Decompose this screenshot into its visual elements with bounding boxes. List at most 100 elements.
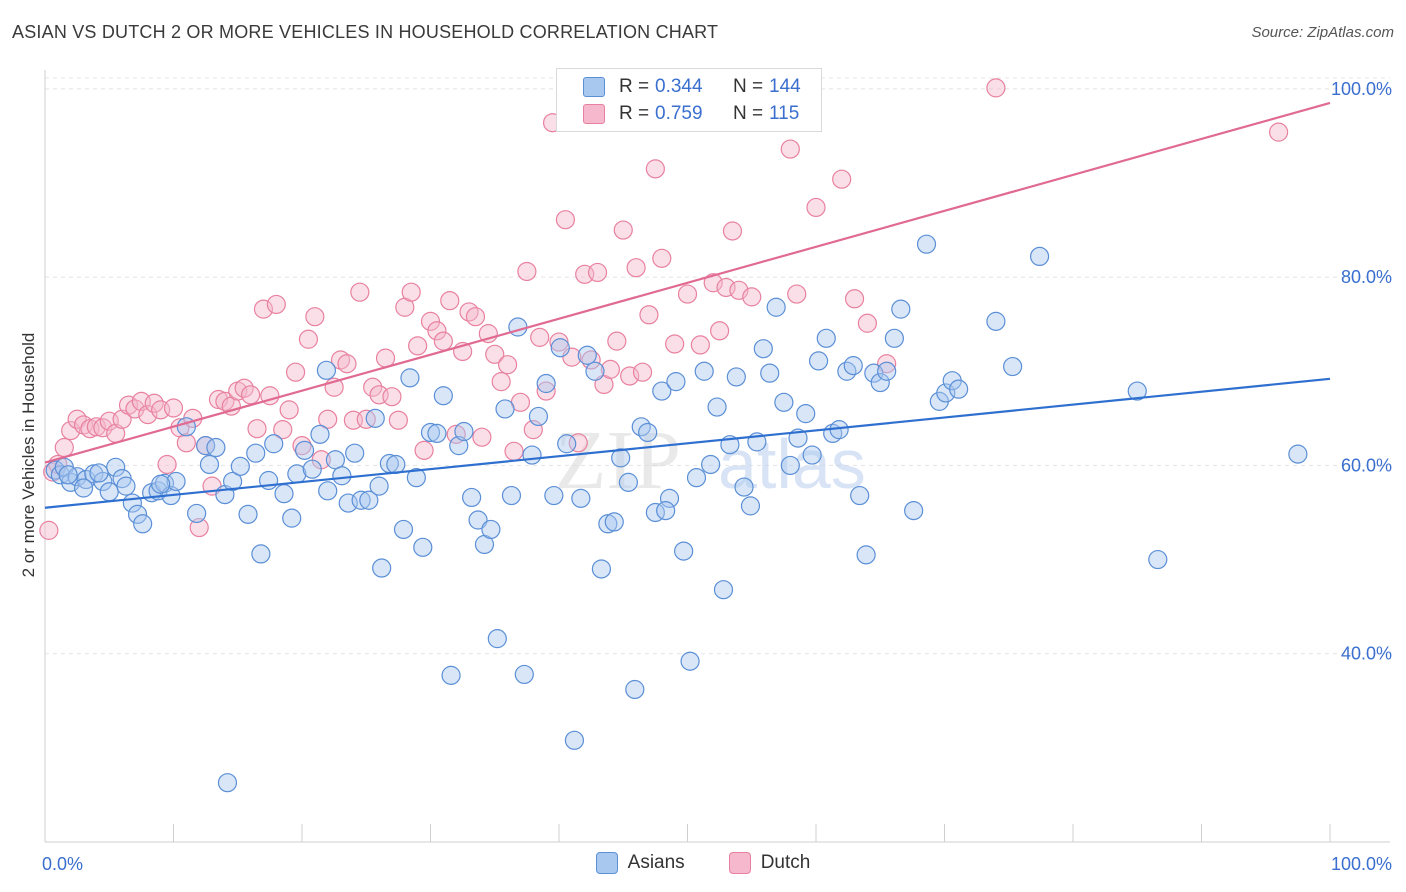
dutch-point: [446, 424, 466, 444]
dutch-point: [517, 261, 537, 282]
asian-point: [701, 454, 721, 475]
asian-point: [217, 773, 238, 793]
asian-point: [726, 367, 746, 387]
dutch-point: [491, 372, 511, 392]
asian-point: [780, 455, 800, 476]
asian-point: [495, 399, 515, 419]
asian-point: [591, 559, 612, 579]
asian-point: [246, 443, 266, 463]
asian-point: [528, 406, 549, 427]
dutch-point: [157, 454, 177, 475]
asian-point: [796, 404, 816, 424]
asian-point: [870, 372, 890, 393]
asian-point: [449, 436, 469, 456]
asian-point: [740, 496, 761, 516]
dutch-point: [266, 294, 286, 315]
dutch-point: [639, 305, 659, 325]
legend-n-label: N =: [733, 103, 764, 124]
asian-point: [187, 503, 207, 524]
dutch-point: [39, 520, 59, 540]
asian-point: [251, 544, 271, 564]
y-tick-label: 60.0%: [1341, 455, 1392, 475]
dutch-point: [176, 433, 196, 453]
dutch-point: [363, 377, 383, 397]
asian-point: [536, 373, 556, 394]
dutch-point: [587, 262, 608, 283]
dutch-point: [645, 159, 665, 179]
y-tick-label: 40.0%: [1341, 644, 1392, 664]
dutch-point: [279, 400, 299, 420]
asian-point: [618, 472, 638, 492]
asian-point: [1127, 381, 1147, 401]
legend-r-value: 0.759: [655, 103, 703, 124]
legend-n-value: 144: [769, 76, 801, 97]
legend-item-asians[interactable]: Asians: [595, 852, 685, 874]
dutch-point: [600, 359, 621, 379]
asian-point: [468, 510, 488, 530]
dutch-point: [189, 517, 209, 538]
dutch-point: [1268, 122, 1289, 142]
asian-point: [734, 477, 754, 497]
asian-point: [372, 558, 392, 578]
legend-item-dutch[interactable]: Dutch: [728, 852, 811, 874]
dutch-point: [690, 335, 710, 355]
dutch-point: [607, 331, 627, 351]
asian-point: [274, 484, 294, 504]
asian-point: [760, 363, 780, 383]
dutch-point: [163, 398, 184, 418]
asian-point: [694, 361, 714, 381]
dutch-point: [112, 409, 132, 429]
asian-point: [369, 476, 389, 496]
grid-lines: [45, 77, 1390, 655]
asian-point: [133, 514, 153, 534]
correlation-legend: R = 0.344 N = 144 R = 0.759 N = 115: [556, 68, 822, 132]
asian-point: [808, 351, 829, 371]
dutch-point: [241, 385, 261, 405]
asian-point: [433, 386, 453, 406]
asian-point: [89, 463, 109, 483]
asian-point: [359, 490, 379, 510]
asian-point: [652, 381, 672, 401]
asian-point: [400, 368, 420, 388]
x-tick-label: 0.0%: [42, 854, 83, 874]
asian-point: [1288, 444, 1308, 464]
asian-point: [674, 541, 694, 561]
asian-point: [151, 474, 171, 494]
asian-point: [774, 392, 794, 412]
asian-point: [1148, 549, 1168, 570]
dutch-point: [703, 273, 723, 293]
asian-point: [345, 443, 365, 463]
tick-labels: 40.0% 60.0% 80.0% 100.0% 0.0% 100.0%: [42, 79, 1392, 874]
dutch-point: [722, 221, 743, 241]
asian-point: [332, 466, 352, 486]
asian-point: [325, 450, 346, 470]
dutch-point: [433, 331, 453, 351]
legend-r-value: 0.344: [655, 76, 703, 97]
asian-point: [936, 383, 956, 403]
legend-row-dutch: R = 0.759 N = 115: [583, 102, 799, 126]
dutch-trend-line: [44, 101, 1331, 464]
dutch-point: [787, 284, 807, 304]
dutch-point: [273, 420, 293, 440]
asian-point: [73, 478, 94, 498]
asian-point: [713, 580, 734, 600]
series-legend: Asians Dutch: [0, 852, 1406, 874]
y-tick-label: 100.0%: [1331, 79, 1392, 99]
asian-point: [351, 490, 371, 510]
legend-label-dutch: Dutch: [760, 852, 811, 873]
asian-point: [766, 297, 786, 317]
asian-point: [1003, 356, 1023, 377]
asian-point: [571, 488, 591, 508]
asian-point: [238, 504, 258, 524]
asian-point: [577, 345, 597, 365]
dutch-point: [832, 169, 852, 189]
asian-point: [127, 504, 148, 524]
asian-point: [487, 629, 507, 649]
asian-point: [707, 397, 727, 417]
asian-point: [420, 422, 441, 443]
asian-point: [508, 317, 528, 337]
asian-point: [116, 476, 136, 496]
asian-point: [564, 730, 585, 750]
dutch-point: [780, 139, 800, 159]
asian-point: [891, 299, 911, 319]
